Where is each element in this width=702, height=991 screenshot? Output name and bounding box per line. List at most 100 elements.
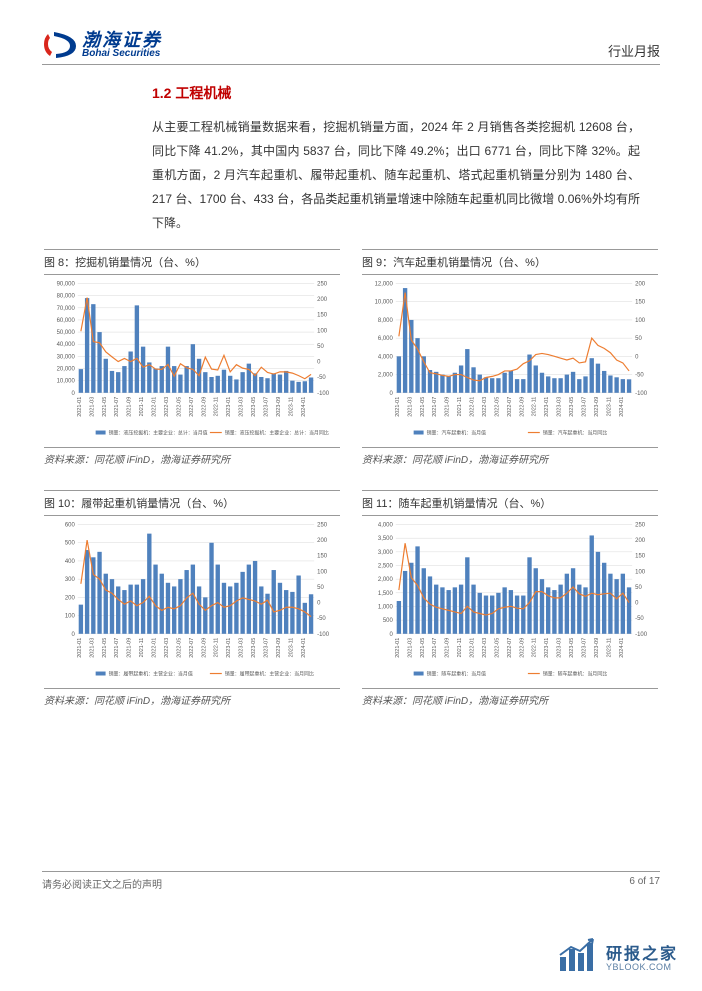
chart-11-title: 图 11：随车起重机销量情况（台、%） <box>362 490 658 516</box>
svg-text:2022-11: 2022-11 <box>214 638 220 658</box>
svg-text:250: 250 <box>635 523 646 529</box>
svg-text:100: 100 <box>317 569 328 575</box>
svg-text:2023-09: 2023-09 <box>276 397 282 417</box>
svg-text:4,000: 4,000 <box>378 354 394 360</box>
svg-text:2023-11: 2023-11 <box>606 638 612 658</box>
section-title: 1.2 工程机械 <box>152 83 660 103</box>
svg-text:2022-07: 2022-07 <box>507 397 513 417</box>
chart-9-source: 资料来源：同花顺 iFinD，渤海证券研究所 <box>362 447 658 466</box>
svg-text:150: 150 <box>317 554 328 560</box>
svg-text:50: 50 <box>635 585 642 591</box>
svg-text:2021-03: 2021-03 <box>89 638 95 658</box>
svg-text:8,000: 8,000 <box>378 318 394 324</box>
svg-text:150: 150 <box>635 554 646 560</box>
svg-text:50: 50 <box>317 344 324 350</box>
svg-text:2022-03: 2022-03 <box>482 397 488 417</box>
svg-text:销量：汽车起重机：当月同比: 销量：汽车起重机：当月同比 <box>543 430 607 437</box>
svg-text:2022-11: 2022-11 <box>532 638 538 658</box>
chart-8-plot: 010,00020,00030,00040,00050,00060,00070,… <box>44 277 340 445</box>
svg-text:2023-05: 2023-05 <box>251 397 257 417</box>
svg-text:2022-05: 2022-05 <box>176 638 182 658</box>
svg-text:2022-09: 2022-09 <box>201 397 207 417</box>
svg-text:2021-11: 2021-11 <box>457 638 463 658</box>
svg-text:2022-07: 2022-07 <box>507 638 513 658</box>
svg-text:100: 100 <box>317 328 328 334</box>
svg-text:2023-11: 2023-11 <box>288 397 294 417</box>
svg-text:500: 500 <box>383 618 394 624</box>
svg-text:150: 150 <box>635 300 646 306</box>
svg-text:2021-11: 2021-11 <box>139 638 145 658</box>
svg-text:100: 100 <box>635 318 646 324</box>
svg-text:100: 100 <box>635 569 646 575</box>
svg-text:30,000: 30,000 <box>57 354 76 360</box>
chart-11: 图 11：随车起重机销量情况（台、%） 05001,0001,5002,0002… <box>362 490 658 707</box>
svg-text:2021-01: 2021-01 <box>395 638 401 658</box>
svg-text:2023-09: 2023-09 <box>276 638 282 658</box>
svg-text:-100: -100 <box>317 632 330 638</box>
svg-text:250: 250 <box>317 282 328 288</box>
svg-text:2022-01: 2022-01 <box>470 397 476 417</box>
svg-text:2023-01: 2023-01 <box>226 397 232 417</box>
svg-text:400: 400 <box>65 559 76 565</box>
svg-text:2021-03: 2021-03 <box>89 397 95 417</box>
svg-text:2022-03: 2022-03 <box>164 397 170 417</box>
svg-text:60,000: 60,000 <box>57 318 76 324</box>
svg-text:2022-11: 2022-11 <box>214 397 220 417</box>
svg-text:200: 200 <box>65 595 76 601</box>
svg-text:2024-01: 2024-01 <box>301 397 307 417</box>
svg-text:2021-05: 2021-05 <box>102 397 108 417</box>
body-paragraph: 从主要工程机械销量数据来看，挖掘机销量方面，2024 年 2 月销售各类挖掘机 … <box>152 115 640 235</box>
watermark-en: YBLOOK.COM <box>606 963 678 973</box>
svg-text:0: 0 <box>71 391 75 397</box>
footer-page-number: 6 of 17 <box>629 876 660 891</box>
svg-text:2021-03: 2021-03 <box>407 638 413 658</box>
logo: 渤海证券 Bohai Securities <box>42 30 162 60</box>
chart-8: 图 8：挖掘机销量情况（台、%） 010,00020,00030,00040,0… <box>44 249 340 466</box>
svg-text:100: 100 <box>65 614 76 620</box>
svg-text:2022-07: 2022-07 <box>189 397 195 417</box>
svg-text:2023-05: 2023-05 <box>569 397 575 417</box>
svg-text:0: 0 <box>317 360 321 366</box>
svg-text:12,000: 12,000 <box>375 282 394 288</box>
svg-text:200: 200 <box>635 538 646 544</box>
svg-text:2,000: 2,000 <box>378 373 394 379</box>
svg-text:10,000: 10,000 <box>57 379 76 385</box>
svg-text:2,000: 2,000 <box>378 577 394 583</box>
charts-grid: 图 8：挖掘机销量情况（台、%） 010,00020,00030,00040,0… <box>44 249 658 707</box>
footer-disclaimer: 请务必阅读正文之后的声明 <box>42 876 162 891</box>
svg-text:2023-01: 2023-01 <box>226 638 232 658</box>
svg-text:-100: -100 <box>635 632 648 638</box>
header-right: 行业月报 <box>608 41 660 60</box>
svg-text:销量：液压挖掘机：主要企业：总计：当月值: 销量：液压挖掘机：主要企业：总计：当月值 <box>109 430 208 437</box>
svg-text:40,000: 40,000 <box>57 342 76 348</box>
chart-9-plot: 02,0004,0006,0008,00010,00012,000-100-50… <box>362 277 658 445</box>
chart-8-title: 图 8：挖掘机销量情况（台、%） <box>44 249 340 275</box>
watermark-icon <box>558 935 600 973</box>
svg-text:300: 300 <box>65 577 76 583</box>
svg-text:2022-05: 2022-05 <box>176 397 182 417</box>
svg-text:2024-01: 2024-01 <box>619 397 625 417</box>
svg-text:2021-07: 2021-07 <box>114 638 120 658</box>
svg-text:200: 200 <box>635 282 646 288</box>
page-header: 渤海证券 Bohai Securities 行业月报 <box>42 30 660 65</box>
svg-text:50: 50 <box>635 336 642 342</box>
svg-text:2021-11: 2021-11 <box>457 397 463 417</box>
svg-text:2021-05: 2021-05 <box>102 638 108 658</box>
svg-text:-50: -50 <box>317 616 326 622</box>
chart-10-title: 图 10：履带起重机销量情况（台、%） <box>44 490 340 516</box>
svg-text:销量：随车起重机：当月值: 销量：随车起重机：当月值 <box>427 671 486 678</box>
svg-text:销量：随车起重机：当月同比: 销量：随车起重机：当月同比 <box>543 671 607 678</box>
svg-text:2022-05: 2022-05 <box>494 397 500 417</box>
svg-text:2024-01: 2024-01 <box>301 638 307 658</box>
svg-text:50,000: 50,000 <box>57 330 76 336</box>
svg-text:2023-05: 2023-05 <box>569 638 575 658</box>
svg-text:2021-09: 2021-09 <box>127 638 133 658</box>
svg-text:2021-05: 2021-05 <box>420 397 426 417</box>
svg-text:销量：履带起重机：主营企业：当月值: 销量：履带起重机：主营企业：当月值 <box>109 671 193 678</box>
svg-text:2,500: 2,500 <box>378 563 394 569</box>
chart-9: 图 9：汽车起重机销量情况（台、%） 02,0004,0006,0008,000… <box>362 249 658 466</box>
watermark-cn: 研报之家 <box>606 946 678 964</box>
svg-text:2023-09: 2023-09 <box>594 638 600 658</box>
chart-10-plot: 0100200300400500600-100-5005010015020025… <box>44 518 340 686</box>
svg-text:0: 0 <box>389 391 393 397</box>
